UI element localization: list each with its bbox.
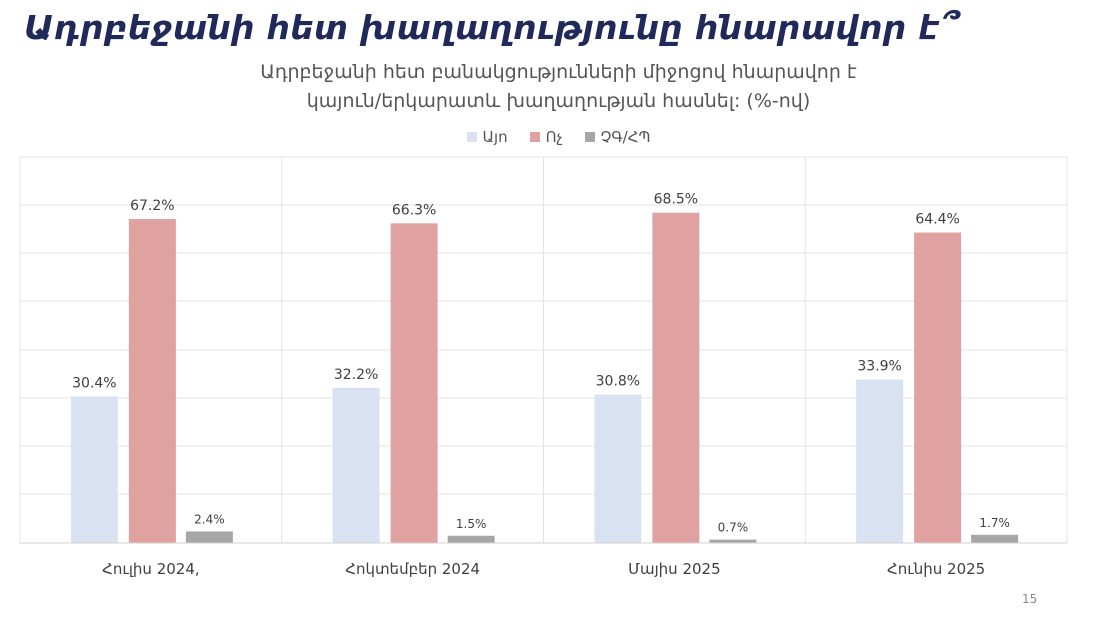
data-label: 2.4% (194, 512, 225, 526)
bar-dk (971, 534, 1019, 543)
data-label: 33.9% (857, 359, 901, 375)
legend-item-dk: ՉԳ/ՀՊ (584, 128, 651, 146)
legend-swatch-yes (466, 132, 477, 142)
data-label: 67.2% (130, 198, 174, 214)
legend-label-dk: ՉԳ/ՀՊ (600, 128, 651, 146)
bar-yes (594, 394, 642, 543)
x-tick-label: Հուլիս 2024, (102, 560, 200, 578)
x-tick-label: Հունիս 2025 (887, 560, 985, 578)
bar-dk (447, 535, 495, 543)
data-label: 68.5% (654, 192, 698, 208)
data-label: 30.4% (72, 375, 116, 391)
data-label: 64.4% (915, 212, 959, 228)
legend-label-yes: Այո (482, 128, 508, 146)
data-label: 66.3% (392, 202, 436, 218)
bar-no (914, 232, 962, 543)
legend-swatch-no (529, 132, 540, 142)
chart-subtitle-line-1: Ադրբեջանի հետ բանակցությունների միջոցով … (260, 61, 857, 83)
legend-label-no: Ոչ (545, 128, 563, 146)
page-number: 15 (1022, 592, 1038, 606)
legend-item-yes: Այո (466, 128, 508, 146)
page-title: Ադրբեջանի հետ խաղաղությունը հնարավոր է՞ (24, 8, 957, 47)
legend-item-no: Ոչ (529, 128, 563, 146)
bar-dk (185, 531, 233, 543)
data-label: 1.7% (979, 516, 1010, 530)
data-label: 32.2% (334, 367, 378, 383)
chart-legend: Այո Ոչ ՉԳ/ՀՊ (0, 128, 1117, 146)
legend-swatch-dk (584, 132, 595, 142)
bar-dk (709, 539, 757, 543)
data-label: 1.5% (456, 517, 487, 531)
bar-no (128, 219, 176, 543)
bar-no (652, 212, 700, 543)
bar-no (390, 223, 438, 543)
x-tick-label: Մայիս 2025 (628, 560, 721, 578)
bar-yes (856, 379, 904, 543)
data-label: 30.8% (596, 374, 640, 390)
bar-yes (332, 387, 380, 543)
x-tick-label: Հոկտեմբեր 2024 (345, 560, 480, 578)
bar-yes (70, 396, 118, 543)
data-label: 0.7% (718, 521, 749, 535)
chart-subtitle: Ադրբեջանի հետ բանակցությունների միջոցով … (0, 58, 1117, 116)
chart-subtitle-line-2: կայուն/երկարատև խաղաղության հասնել: (%-ո… (306, 90, 811, 112)
